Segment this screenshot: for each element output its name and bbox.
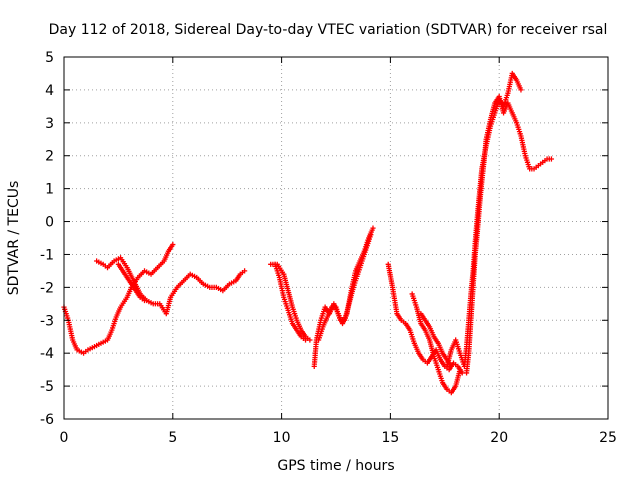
data-marks bbox=[61, 70, 555, 396]
y-tick-label: 3 bbox=[45, 116, 54, 132]
data-point bbox=[548, 156, 555, 162]
y-axis-title: SDTVAR / TECUs bbox=[6, 181, 22, 296]
plot-frame bbox=[63, 56, 609, 420]
data-point bbox=[242, 268, 248, 274]
y-tick-label: -1 bbox=[40, 247, 54, 263]
x-tick-label: 15 bbox=[381, 430, 399, 446]
data-point bbox=[448, 363, 454, 369]
axis-ticks bbox=[63, 56, 609, 420]
x-axis-title: GPS time / hours bbox=[277, 458, 394, 474]
x-tick-label: 0 bbox=[60, 430, 69, 446]
y-tick-label: -5 bbox=[40, 379, 54, 395]
y-tick-label: 1 bbox=[45, 182, 54, 198]
x-tick-label: 5 bbox=[168, 430, 177, 446]
y-tick-label: -2 bbox=[40, 280, 54, 296]
y-tick-labels: -6 -5 -4 -3 -2 -1 0 1 2 3 4 5 bbox=[40, 50, 54, 428]
data-point bbox=[370, 225, 376, 231]
data-point bbox=[141, 297, 148, 304]
y-tick-label: -3 bbox=[40, 313, 54, 329]
y-tick-label: 2 bbox=[45, 149, 54, 165]
x-tick-labels: 0 5 10 15 20 25 bbox=[60, 430, 617, 446]
y-tick-label: 5 bbox=[45, 50, 54, 66]
y-tick-label: 0 bbox=[45, 215, 54, 231]
x-tick-label: 20 bbox=[490, 430, 508, 446]
data-point bbox=[459, 370, 465, 376]
x-tick-label: 10 bbox=[273, 430, 291, 446]
y-tick-label: -6 bbox=[40, 412, 54, 428]
data-point bbox=[307, 337, 313, 343]
x-tick-label: 25 bbox=[599, 430, 617, 446]
data-point bbox=[368, 232, 374, 238]
data-point bbox=[170, 241, 176, 248]
data-point bbox=[302, 337, 309, 343]
y-tick-label: -4 bbox=[40, 346, 54, 362]
chart-title: Day 112 of 2018, Sidereal Day-to-day VTE… bbox=[49, 22, 608, 38]
data-point bbox=[457, 367, 463, 373]
grid-lines bbox=[64, 57, 608, 419]
data-point bbox=[518, 87, 524, 93]
y-tick-label: 4 bbox=[45, 83, 54, 99]
